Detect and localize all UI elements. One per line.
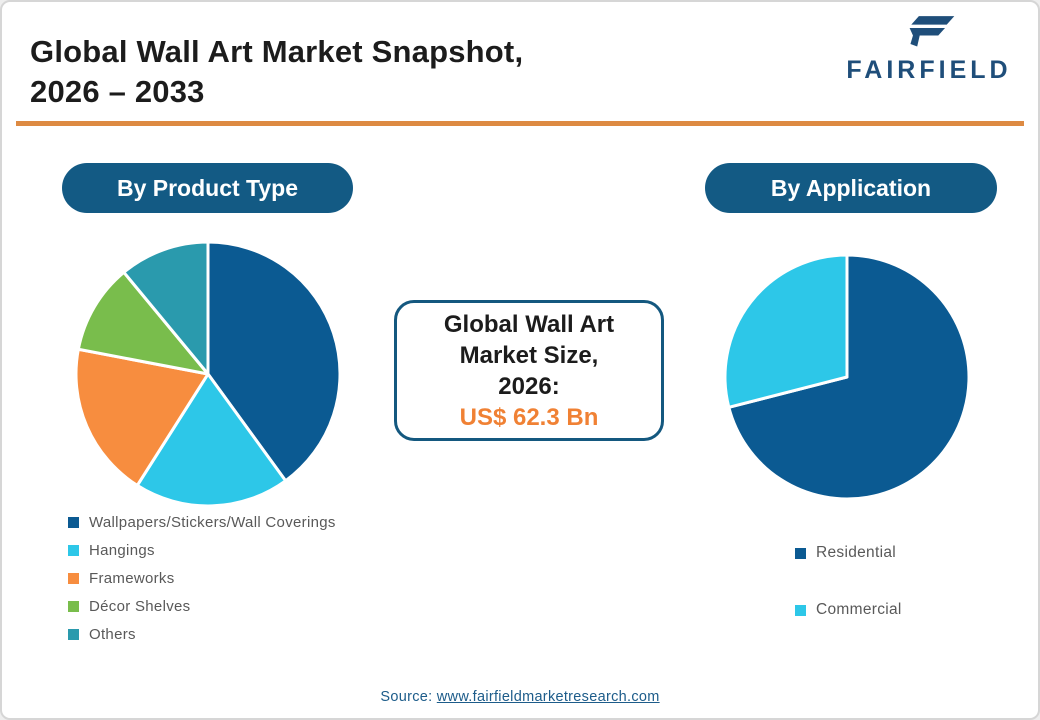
- market-size-callout: Global Wall Art Market Size, 2026: US$ 6…: [394, 300, 664, 441]
- legend-item: Hangings: [68, 542, 336, 559]
- pie-slice-d-cor-shelves: [76, 270, 210, 376]
- application-pie-chart: [723, 253, 971, 501]
- by-application-pill: By Application: [705, 163, 997, 213]
- product-type-pie-chart: [74, 240, 342, 508]
- orange-divider: [16, 121, 1024, 126]
- legend-label: Commercial: [816, 601, 902, 618]
- legend-swatch: [68, 517, 79, 528]
- legend-item: Others: [68, 626, 336, 643]
- page-title: Global Wall Art Market Snapshot, 2026 – …: [30, 32, 523, 112]
- source-link[interactable]: www.fairfieldmarketresearch.com: [436, 689, 660, 705]
- callout-line2: Market Size,: [459, 341, 599, 369]
- legend-item: Wallpapers/Stickers/Wall Coverings: [68, 514, 336, 531]
- pie-slice-commercial: [723, 253, 849, 409]
- by-product-type-pill: By Product Type: [62, 163, 353, 213]
- callout-line3: 2026:: [498, 372, 560, 400]
- legend-item: Commercial: [795, 601, 902, 619]
- source-line: Source: www.fairfieldmarketresearch.com: [2, 689, 1038, 705]
- pie-slice-wallpapers-stickers-wall-coverings: [206, 240, 342, 483]
- legend-swatch: [795, 547, 806, 559]
- source-prefix: Source:: [380, 689, 437, 705]
- legend-item: Frameworks: [68, 570, 336, 587]
- application-legend: Residential Commercial: [795, 544, 902, 619]
- legend-label: Décor Shelves: [89, 598, 191, 615]
- page-title-line1: Global Wall Art Market Snapshot,: [30, 34, 524, 69]
- legend-item: Residential: [795, 544, 902, 562]
- legend-label: Wallpapers/Stickers/Wall Coverings: [89, 514, 336, 531]
- fairfield-logo-text: FAIRFIELD: [846, 56, 1012, 84]
- pie-slice-others: [122, 240, 210, 376]
- pie-slice-residential: [727, 253, 971, 501]
- legend-swatch: [68, 573, 79, 584]
- legend-swatch: [68, 545, 79, 556]
- page-title-line2: 2026 – 2033: [30, 74, 205, 109]
- fairfield-logo-icon: [909, 16, 955, 47]
- legend-label: Frameworks: [89, 570, 175, 587]
- pie-slice-frameworks: [74, 347, 210, 487]
- legend-label: Hangings: [89, 542, 155, 559]
- legend-label: Residential: [816, 544, 896, 561]
- legend-swatch: [68, 601, 79, 612]
- fairfield-logo: FAIRFIELD: [840, 12, 1018, 85]
- legend-swatch: [68, 629, 79, 640]
- market-size-value: US$ 62.3 Bn: [459, 403, 599, 431]
- legend-item: Décor Shelves: [68, 598, 336, 615]
- legend-swatch: [795, 604, 806, 616]
- product-type-legend: Wallpapers/Stickers/Wall Coverings Hangin…: [68, 514, 336, 643]
- callout-line1: Global Wall Art: [443, 310, 615, 338]
- pie-slice-hangings: [135, 372, 288, 508]
- legend-label: Others: [89, 626, 136, 643]
